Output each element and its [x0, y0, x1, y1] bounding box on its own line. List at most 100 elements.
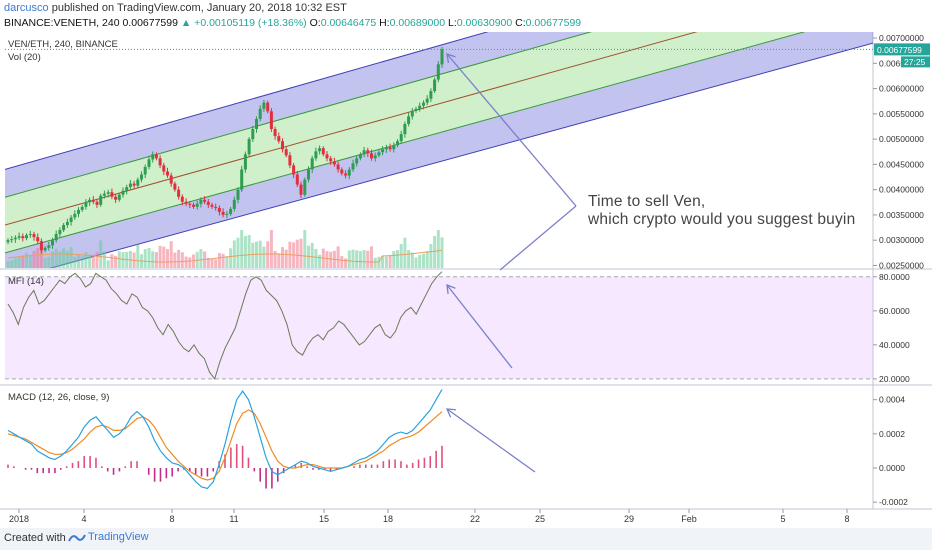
volume-bar	[51, 251, 54, 268]
close-label: C:	[515, 17, 526, 29]
candle-body	[132, 183, 136, 186]
candle-body	[303, 179, 307, 195]
low-value: 0.00630900	[456, 17, 513, 29]
candle-body	[195, 203, 199, 207]
candle-body	[13, 237, 17, 240]
candle-body	[177, 189, 181, 197]
volume-bar	[102, 251, 106, 268]
mfi-band	[5, 276, 873, 379]
annotation-line-1: Time to sell Ven,	[588, 193, 705, 210]
candle-body	[229, 208, 233, 214]
footer: Created with TradingView	[0, 528, 932, 550]
candle-body	[69, 217, 73, 222]
candle-body	[47, 245, 51, 248]
candle-body	[310, 158, 314, 170]
mfi-tick-label: 80.0000	[879, 272, 910, 282]
volume-bar	[177, 249, 181, 268]
volume-bar	[373, 257, 377, 268]
candle-body	[258, 108, 262, 119]
channel-outer-bottom-line	[49, 42, 873, 268]
arrow-price	[446, 53, 577, 207]
candle-body	[325, 154, 329, 159]
volume-bar	[266, 241, 270, 268]
candle-body	[62, 225, 66, 231]
candle-body	[77, 209, 80, 214]
arrow-macd-head	[445, 408, 457, 418]
volume-bar	[62, 248, 66, 268]
volume-bar	[184, 256, 188, 268]
change-label: ▲ +0.00105119 (+18.36%)	[180, 17, 307, 29]
volume-bar	[136, 244, 140, 268]
volume-bar	[110, 254, 114, 268]
price-tick-label: 0.00600000	[879, 84, 924, 94]
volume-bar	[206, 257, 210, 268]
candle-body	[225, 213, 229, 215]
volume-bar	[396, 250, 399, 268]
volume-bar	[151, 251, 155, 268]
candle-body	[162, 165, 166, 172]
volume-bar	[192, 254, 195, 268]
mfi-tick-label: 60.0000	[879, 306, 910, 316]
x-tick-label: 5	[780, 514, 785, 524]
candle-body	[288, 155, 292, 166]
candle-body	[373, 155, 377, 159]
candle-body	[329, 158, 333, 162]
candle-body	[407, 116, 411, 124]
volume-bar	[10, 260, 14, 268]
volume-bar	[318, 254, 322, 268]
x-tick-label: 18	[383, 514, 393, 524]
candle-body	[221, 211, 225, 215]
volume-bar	[392, 251, 396, 268]
candle-body	[236, 189, 240, 200]
candle-body	[332, 161, 336, 165]
candle-body	[166, 171, 169, 176]
candle-body	[232, 199, 236, 209]
volume-bar	[418, 254, 422, 268]
countdown-box	[901, 56, 930, 68]
volume-bar	[214, 259, 218, 268]
volume-bar	[121, 252, 125, 268]
candle-body	[217, 207, 221, 212]
candle-body	[314, 151, 318, 159]
chart-area[interactable]: 0.007000000.006500000.006000000.00550000…	[0, 32, 932, 528]
arrow-price-head	[446, 53, 456, 63]
volume-bar	[114, 255, 118, 268]
candle-body	[88, 199, 92, 203]
volume-bar	[173, 252, 177, 268]
volume-bar	[147, 248, 151, 268]
candle-body	[347, 169, 351, 176]
volume-bar	[295, 239, 299, 268]
candle-body	[436, 64, 440, 80]
open-value: 0.00646475	[320, 17, 377, 29]
volume-bar	[21, 255, 25, 268]
tradingview-brand[interactable]: TradingView	[88, 531, 149, 543]
x-tick-label: 4	[81, 514, 86, 524]
x-tick-label: 22	[470, 514, 480, 524]
candle-body	[125, 187, 129, 191]
countdown-label: 27:25	[904, 57, 926, 67]
candle-body	[351, 163, 355, 170]
volume-bar	[199, 249, 203, 268]
candle-body	[243, 154, 247, 170]
volume-legend: Vol (20)	[8, 52, 41, 63]
volume-bar	[370, 246, 373, 268]
volume-bar	[73, 256, 77, 268]
candle-body	[366, 150, 370, 154]
candle-body	[336, 164, 340, 170]
candle-body	[99, 195, 103, 205]
candle-body	[295, 174, 299, 185]
author-link[interactable]: darcusco	[4, 2, 49, 14]
volume-bar	[262, 246, 266, 268]
candle-body	[203, 199, 207, 202]
volume-bar	[277, 253, 281, 268]
volume-bar	[329, 251, 333, 268]
candle-body	[262, 102, 266, 109]
volume-bar	[221, 253, 225, 268]
arrow-macd	[446, 408, 536, 473]
candle-body	[21, 236, 25, 239]
volume-bar	[162, 246, 166, 268]
candle-body	[362, 150, 366, 155]
candle-body	[414, 108, 418, 111]
chart-svg[interactable]: 0.007000000.006500000.006000000.00550000…	[0, 32, 932, 528]
volume-bar	[351, 249, 355, 268]
